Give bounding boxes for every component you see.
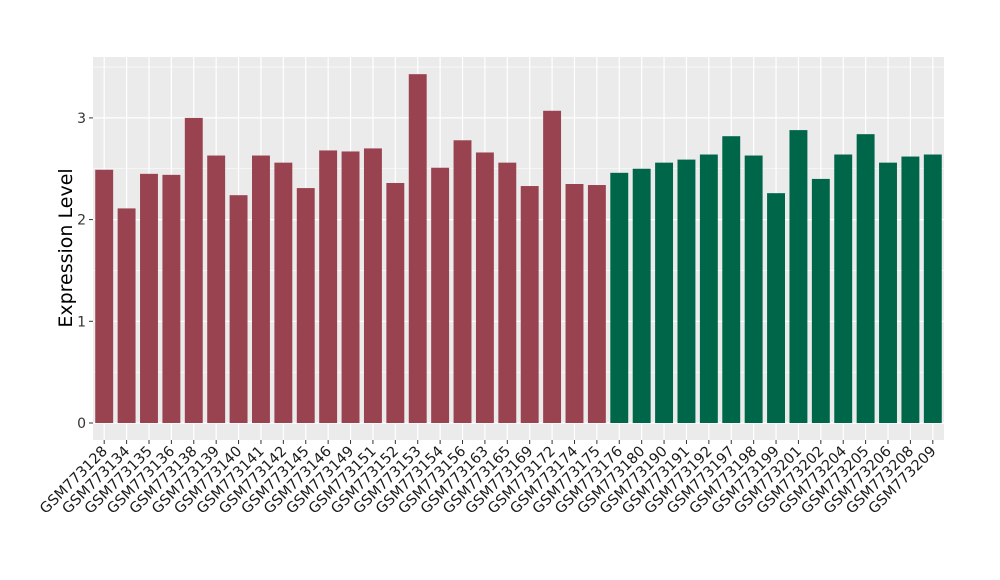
bar	[140, 173, 158, 423]
bar	[565, 184, 584, 423]
bar	[319, 150, 338, 423]
bar	[610, 172, 629, 423]
bar	[408, 74, 427, 423]
bar	[453, 140, 472, 424]
bar	[632, 168, 651, 423]
bar	[699, 154, 718, 423]
bar	[252, 155, 270, 424]
bar	[475, 152, 494, 423]
bar	[811, 178, 830, 423]
bar	[498, 162, 517, 423]
bar	[274, 162, 293, 423]
bar	[901, 156, 920, 423]
bar	[677, 159, 696, 424]
bar	[95, 169, 114, 423]
bar	[789, 130, 808, 423]
bar	[767, 193, 785, 423]
bar	[386, 182, 405, 423]
y-tick-label: 2	[77, 213, 86, 229]
bar	[856, 134, 875, 423]
bar	[229, 195, 248, 423]
bar	[363, 148, 382, 423]
bar	[431, 167, 450, 423]
bar	[879, 162, 897, 423]
y-tick-label: 0	[77, 416, 86, 432]
bar	[722, 136, 741, 423]
bar	[341, 151, 360, 423]
y-tick-label: 3	[77, 111, 86, 127]
bar	[543, 110, 562, 423]
bar	[207, 155, 226, 424]
bar	[655, 162, 674, 423]
bar	[184, 117, 203, 424]
bar	[296, 188, 315, 423]
y-tick-label: 1	[77, 314, 86, 330]
bar	[117, 208, 136, 423]
bar	[520, 186, 539, 423]
y-axis-label: Expression Level	[55, 168, 77, 327]
bar	[923, 154, 942, 423]
bar	[587, 185, 606, 423]
bar	[744, 155, 763, 424]
bar	[834, 154, 853, 423]
bar	[162, 174, 181, 423]
